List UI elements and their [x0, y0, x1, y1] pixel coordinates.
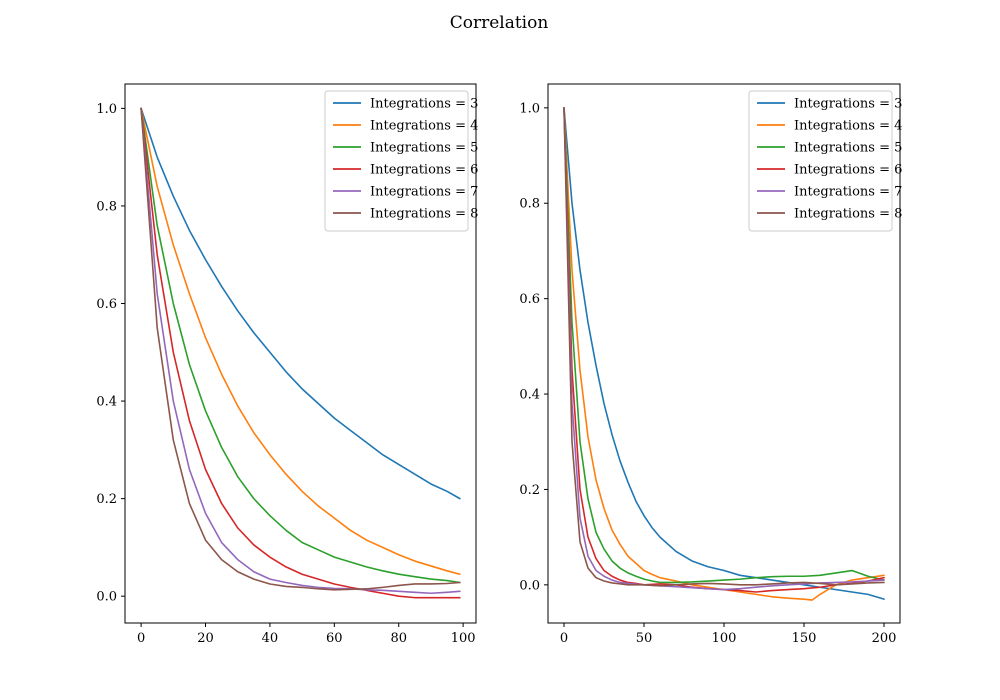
figure-title: Correlation	[450, 13, 549, 33]
left-legend-label: Integrations = 7	[370, 185, 478, 200]
left-legend: Integrations = 3 Integrations = 4 Integrat…	[324, 90, 478, 232]
right-series-line-6	[563, 107, 885, 587]
right-legend-label: Integrations = 7	[794, 185, 902, 200]
right-series-line-1	[563, 107, 885, 600]
right-legend-label: Integrations = 8	[794, 207, 902, 222]
left-series-line-3	[140, 107, 461, 584]
right-legend-label: Integrations = 6	[794, 163, 902, 178]
right-legend-label: Integrations = 5	[794, 141, 902, 156]
right-legend-label: Integrations = 3	[794, 97, 902, 112]
right-y-tick-label: 0.4	[519, 388, 540, 403]
right-legend: Integrations = 3 Integrations = 4 Integrat…	[748, 90, 902, 232]
left-series-line-2	[140, 107, 461, 576]
left-y-tick-label: 0.0	[96, 590, 117, 605]
right-x-tick-label: 200	[872, 631, 897, 646]
left-y-tick-label: 0.2	[96, 492, 117, 507]
left-x-tick-label: 80	[390, 631, 407, 646]
left-axes-frame	[124, 83, 477, 624]
right-series-line-3	[563, 107, 885, 584]
right-y-tick-label: 1.0	[519, 101, 540, 116]
left-x-tick-label: 60	[326, 631, 343, 646]
left-series-line-6	[140, 107, 461, 591]
left-y-tick-label: 1.0	[96, 102, 117, 117]
right-series-line-4	[563, 107, 885, 593]
left-x-tick-label: 100	[451, 631, 476, 646]
left-series-line-5	[140, 107, 461, 595]
left-legend-label: Integrations = 4	[370, 119, 478, 134]
right-x-tick-label: 100	[712, 631, 737, 646]
left-y-tick-label: 0.6	[96, 297, 117, 312]
right-y-tick-label: 0.0	[519, 578, 540, 593]
left-chart-panel: 0 20 40 60 80 100 0.0 0.2 0.4 0.6 0.8 1.0 Integratio…	[96, 83, 478, 646]
right-chart-panel: 0 50 100 150 200 0.0 0.2 0.4 0.6 0.8 1.0 Integratio…	[519, 83, 902, 646]
left-legend-box	[324, 90, 469, 232]
right-y-tick-label: 0.2	[519, 483, 540, 498]
right-y-tick-label: 0.6	[519, 292, 540, 307]
left-legend-label: Integrations = 8	[370, 207, 478, 222]
left-series-line-1	[140, 107, 461, 500]
right-x-tick-label: 150	[792, 631, 817, 646]
right-legend-label: Integrations = 4	[794, 119, 902, 134]
right-legend-box	[748, 90, 893, 232]
left-legend-label: Integrations = 6	[370, 163, 478, 178]
right-y-tick-label: 0.8	[519, 197, 540, 212]
left-legend-label: Integrations = 3	[370, 97, 478, 112]
right-x-tick-label: 0	[560, 631, 568, 646]
left-x-tick-label: 40	[262, 631, 279, 646]
left-x-tick-label: 20	[197, 631, 214, 646]
left-x-tick-label: 0	[137, 631, 145, 646]
left-series-line-4	[140, 107, 461, 599]
left-y-tick-label: 0.8	[96, 199, 117, 214]
left-y-tick-label: 0.4	[96, 395, 117, 410]
left-legend-label: Integrations = 5	[370, 141, 478, 156]
right-x-tick-label: 50	[636, 631, 653, 646]
